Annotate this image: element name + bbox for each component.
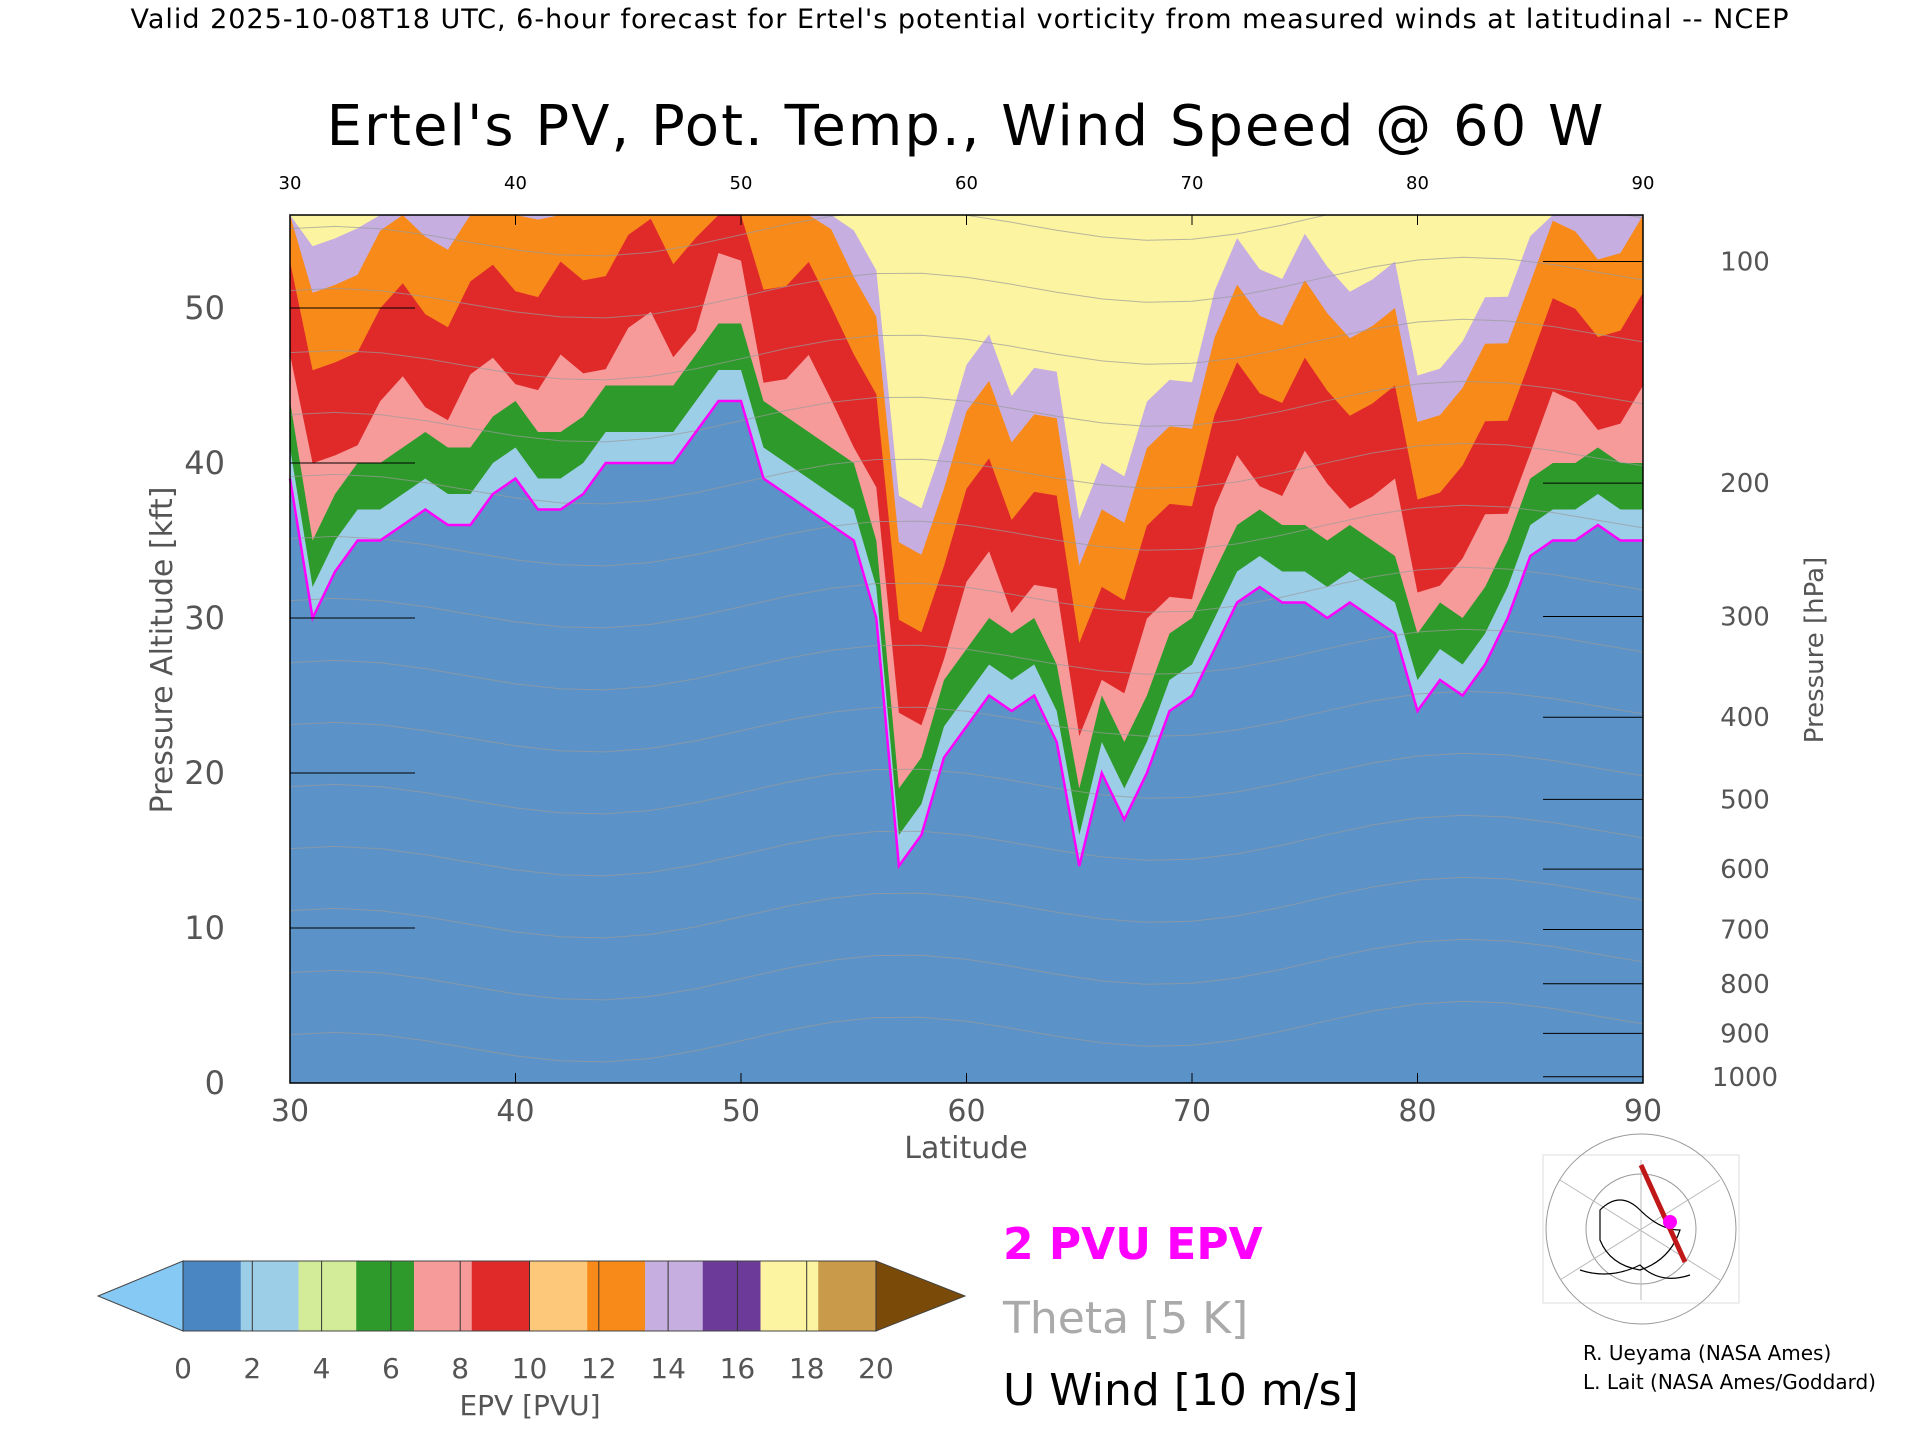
x-axis: 30 40 50 60 70 80 90: [271, 1073, 1662, 1129]
y-axis-label: Pressure Altitude [kft]: [145, 487, 180, 814]
colorbar-tick-label: 12: [581, 1352, 617, 1385]
colorbar-swatch: [298, 1261, 357, 1331]
pressure-tick-label: 500: [1720, 785, 1770, 815]
y-tick-label: 20: [184, 754, 225, 792]
y-axis: 0 10 20 30 40 50: [184, 289, 415, 1102]
theta-contour: [290, 752, 1643, 815]
theta-contour: [290, 876, 1643, 939]
top-tick-label: 90: [1632, 173, 1655, 194]
y-tick-label: 10: [184, 909, 225, 947]
pv-band: [290, 215, 1643, 520]
pressure-tick-label: 1000: [1712, 1063, 1778, 1093]
theta-contour: [290, 504, 1643, 567]
theta-contour: [290, 318, 1643, 381]
pressure-tick-label: 700: [1720, 916, 1770, 946]
colorbar-under-arrow: [96, 1260, 184, 1332]
y-tick-label: 0: [205, 1064, 225, 1102]
colorbar-swatch: [645, 1261, 704, 1331]
x-tick-label: 90: [1624, 1094, 1662, 1129]
pressure-tick-label: 800: [1720, 970, 1770, 1000]
pv2-tropopause-line: [288, 399, 1643, 870]
colorbar-tick-label: 8: [451, 1352, 469, 1385]
y-tick-label: 40: [184, 444, 225, 482]
colorbar-tick-label: 0: [174, 1352, 192, 1385]
credit-line-2: L. Lait (NASA Ames/Goddard): [1583, 1370, 1876, 1394]
credit-line-1: R. Ueyama (NASA Ames): [1583, 1341, 1831, 1365]
colorbar-swatch: [529, 1261, 588, 1331]
colorbar-tick-label: 18: [789, 1352, 825, 1385]
x-tick-label: 80: [1398, 1094, 1436, 1129]
legend-u-wind: U Wind [10 m/s]: [1003, 1365, 1359, 1416]
top-tick-label: 60: [955, 173, 978, 194]
colorbar-tick-label: 20: [858, 1352, 894, 1385]
colorbar-swatch: [356, 1261, 415, 1331]
pv-band: [290, 215, 1643, 566]
pv-band: [290, 215, 1643, 644]
x-tick-label: 40: [496, 1094, 534, 1129]
pressure-tick-label: 100: [1720, 248, 1770, 278]
pressure-tick-label: 900: [1720, 1019, 1770, 1049]
theta-contour: [290, 566, 1643, 629]
top-tick-label: 80: [1406, 173, 1429, 194]
x-tick-label: 60: [947, 1094, 985, 1129]
colorbar-tick-label: 6: [382, 1352, 400, 1385]
pressure-tick-label: 400: [1720, 703, 1770, 733]
colorbar-tick-label: 4: [313, 1352, 331, 1385]
pressure-tick-label: 200: [1720, 469, 1770, 499]
top-tick-label: 30: [279, 173, 302, 194]
theta-contour: [290, 1000, 1643, 1063]
location-map: [1542, 1133, 1740, 1325]
colorbar-swatch: [471, 1261, 530, 1331]
y-tick-label: 30: [184, 599, 225, 637]
colorbar-over-arrow: [875, 1260, 967, 1332]
top-tick-label: 50: [730, 173, 753, 194]
colorbar-swatch: [414, 1261, 473, 1331]
colorbar-swatch: [240, 1261, 299, 1331]
colorbar-tick-label: 10: [512, 1352, 548, 1385]
pv-field: [290, 215, 1643, 1063]
pressure-tick-label: 300: [1720, 602, 1770, 632]
theta-contour: [290, 690, 1643, 753]
theta-contour: [290, 938, 1643, 1001]
top-axis: 30 40 50 60 70 80 90: [279, 173, 1655, 225]
x-tick-label: 30: [271, 1094, 309, 1129]
colorbar-tick-label: 14: [650, 1352, 686, 1385]
x-tick-label: 50: [722, 1094, 760, 1129]
colorbar-label: EPV [PVU]: [459, 1389, 600, 1422]
legend-theta: Theta [5 K]: [1002, 1293, 1248, 1344]
colorbar-tick-label: 16: [720, 1352, 756, 1385]
x-tick-label: 70: [1173, 1094, 1211, 1129]
theta-contour: [290, 628, 1643, 691]
colorbar-tick-label: 2: [243, 1352, 261, 1385]
y2-axis-label: Pressure [hPa]: [1800, 557, 1830, 744]
theta-contour: [290, 380, 1643, 443]
top-tick-label: 70: [1181, 173, 1204, 194]
header-text: Valid 2025-10-08T18 UTC, 6-hour forecast…: [130, 4, 1789, 35]
pressure-tick-label: 600: [1720, 855, 1770, 885]
colorbar-swatch: [702, 1261, 761, 1331]
colorbar-swatch: [587, 1261, 646, 1331]
theta-contour: [290, 256, 1643, 319]
pressure-axis: 100 200 300 400 500 600 700 800 900 1000: [1543, 248, 1778, 1093]
theta-contour: [290, 814, 1643, 877]
colorbar-swatch: [183, 1261, 242, 1331]
colorbar: 0 2 4 6 8 10 12 14 16 18 20: [96, 1260, 967, 1385]
legend-pv2: 2 PVU EPV: [1003, 1219, 1263, 1270]
colorbar-swatch: [760, 1261, 819, 1331]
colorbar-swatch: [818, 1261, 877, 1331]
x-axis-label: Latitude: [904, 1131, 1027, 1166]
top-tick-label: 40: [504, 173, 527, 194]
y-tick-label: 50: [184, 289, 225, 327]
theta-contour: [290, 442, 1643, 505]
chart-title: Ertel's PV, Pot. Temp., Wind Speed @ 60 …: [327, 94, 1606, 159]
